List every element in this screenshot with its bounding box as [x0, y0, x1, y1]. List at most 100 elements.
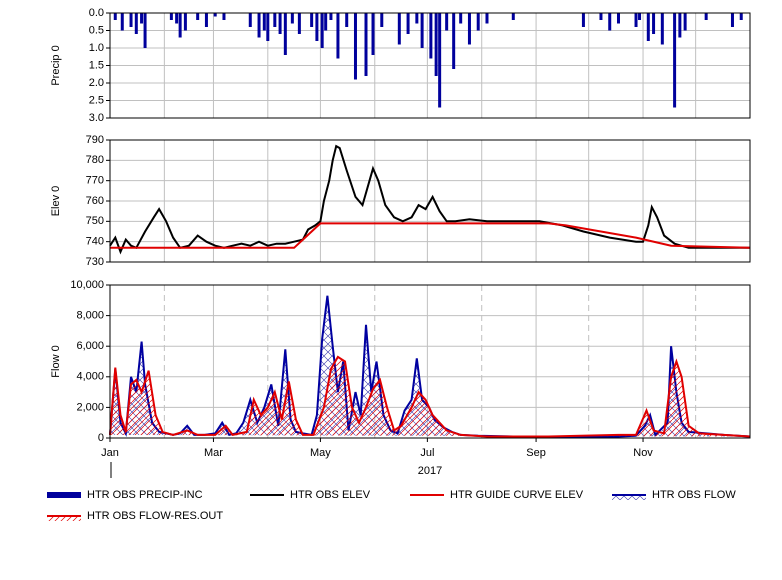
- y-tick-label: 0: [98, 432, 104, 444]
- bar: [324, 13, 328, 31]
- x-tick-label: Nov: [633, 447, 653, 459]
- bar: [660, 13, 664, 45]
- y-tick-label: 790: [86, 134, 104, 146]
- bar: [434, 13, 438, 76]
- bar: [273, 13, 277, 27]
- y-tick-label: 1.0: [89, 42, 104, 54]
- bar: [364, 13, 368, 76]
- bar: [113, 13, 117, 20]
- bar: [445, 13, 449, 31]
- plot-frame: [109, 12, 751, 119]
- y-axis-label: Elev 0: [50, 186, 62, 217]
- bar: [266, 13, 270, 41]
- bar: [196, 13, 200, 20]
- bar: [678, 13, 682, 38]
- bar: [290, 13, 294, 24]
- legend-label: HTR OBS FLOW-RES.OUT: [87, 510, 223, 522]
- y-tick-label: 770: [86, 175, 104, 187]
- bar: [129, 13, 133, 27]
- bar: [638, 13, 642, 20]
- bar: [415, 13, 419, 24]
- y-tick-label: 3.0: [89, 112, 104, 124]
- legend-swatch: [47, 516, 81, 521]
- y-tick-label: 1.5: [89, 59, 104, 71]
- bar: [730, 13, 734, 27]
- legend-label: HTR OBS PRECIP-INC: [87, 489, 203, 501]
- y-tick-label: 10,000: [70, 279, 104, 291]
- bar: [608, 13, 612, 31]
- y-axis-label: Precip 0: [50, 45, 62, 85]
- bar: [704, 13, 708, 20]
- bar: [315, 13, 319, 41]
- bar: [183, 13, 187, 31]
- legend-label: HTR GUIDE CURVE ELEV: [450, 489, 584, 501]
- bar: [485, 13, 489, 24]
- bar: [371, 13, 375, 55]
- bar: [257, 13, 261, 38]
- bar: [581, 13, 585, 27]
- y-tick-label: 6,000: [76, 340, 104, 352]
- area-line: [109, 355, 751, 438]
- legend-label: HTR OBS FLOW: [652, 489, 736, 501]
- bar: [397, 13, 401, 45]
- bar: [438, 13, 442, 108]
- y-tick-label: 750: [86, 215, 104, 227]
- y-tick-label: 0.0: [89, 7, 104, 19]
- y-tick-label: 760: [86, 195, 104, 207]
- x-tick-label: Jul: [420, 447, 434, 459]
- line: [109, 144, 750, 255]
- legend-swatch: [47, 492, 81, 498]
- bar: [420, 13, 424, 48]
- bar: [222, 13, 226, 20]
- x-axis-label: 2017: [418, 465, 442, 477]
- y-tick-label: 2.5: [89, 94, 104, 106]
- plot-frame: [109, 139, 751, 263]
- bar: [459, 13, 463, 24]
- x-tick-label: Mar: [204, 447, 223, 459]
- bar: [278, 13, 282, 34]
- y-tick-label: 780: [86, 154, 104, 166]
- x-tick-label: May: [310, 447, 331, 459]
- legend-label: HTR OBS ELEV: [290, 489, 371, 501]
- bar: [310, 13, 314, 27]
- bar: [511, 13, 515, 20]
- bar: [646, 13, 650, 41]
- bar: [336, 13, 340, 59]
- bar: [380, 13, 384, 27]
- bar: [178, 13, 182, 38]
- y-tick-label: 730: [86, 256, 104, 268]
- y-tick-label: 4,000: [76, 371, 104, 383]
- bar: [283, 13, 287, 55]
- y-tick-label: 0.5: [89, 24, 104, 36]
- bar: [452, 13, 456, 69]
- y-tick-label: 8,000: [76, 310, 104, 322]
- y-tick-label: 740: [86, 236, 104, 248]
- x-tick-label: Jan: [101, 447, 119, 459]
- bar: [673, 13, 677, 108]
- bar: [169, 13, 173, 20]
- bar: [599, 13, 603, 20]
- bar: [134, 13, 138, 34]
- plot-frame: [109, 284, 751, 439]
- bar: [140, 13, 144, 24]
- bar: [175, 13, 179, 24]
- x-tick-label: Sep: [526, 447, 546, 459]
- bar: [476, 13, 480, 31]
- bar: [467, 13, 471, 45]
- line: [110, 222, 751, 249]
- bar: [329, 13, 333, 20]
- bar: [739, 13, 743, 20]
- bar: [143, 13, 147, 48]
- y-axis-label: Flow 0: [50, 345, 62, 377]
- bar: [248, 13, 252, 27]
- bar: [320, 13, 324, 48]
- bar: [213, 13, 217, 17]
- y-tick-label: 2,000: [76, 401, 104, 413]
- bar: [353, 13, 357, 80]
- legend-swatch: [612, 495, 646, 500]
- bar: [634, 13, 638, 27]
- bar: [652, 13, 656, 34]
- bar: [262, 13, 266, 31]
- bar: [429, 13, 433, 59]
